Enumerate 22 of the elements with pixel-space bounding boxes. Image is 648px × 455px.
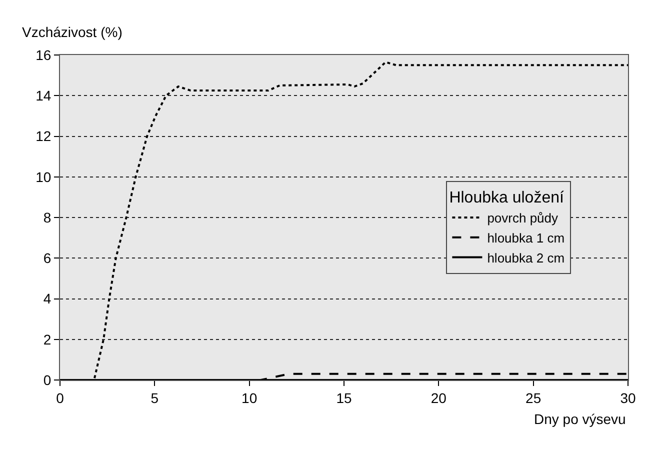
x-tick-label: 0 bbox=[56, 390, 64, 406]
x-tick-label: 15 bbox=[336, 390, 352, 406]
x-tick-label: 10 bbox=[242, 390, 258, 406]
x-axis-title: Dny po výsevu bbox=[534, 411, 626, 427]
y-tick-label: 4 bbox=[43, 290, 52, 307]
legend-label: povrch půdy bbox=[487, 210, 559, 226]
y-tick-label: 8 bbox=[43, 209, 52, 226]
y-tick-label: 12 bbox=[36, 128, 52, 144]
x-tick-label: 5 bbox=[150, 390, 159, 406]
x-tick-label: 30 bbox=[620, 390, 636, 406]
y-axis-title: Vzcházivost (%) bbox=[22, 24, 122, 40]
legend-label: hloubka 2 cm bbox=[487, 250, 565, 266]
y-tick-label: 14 bbox=[36, 88, 52, 104]
y-tick-label: 10 bbox=[36, 168, 52, 185]
y-tick-label: 6 bbox=[43, 250, 52, 266]
x-tick-label: 25 bbox=[526, 390, 542, 406]
y-tick-label: 16 bbox=[36, 46, 52, 63]
x-tick-label: 20 bbox=[430, 390, 447, 406]
y-tick-label: 0 bbox=[43, 372, 52, 388]
y-tick-label: 2 bbox=[43, 331, 52, 348]
legend-label: hloubka 1 cm bbox=[487, 230, 565, 246]
legend-title: Hloubka uložení bbox=[449, 190, 564, 207]
